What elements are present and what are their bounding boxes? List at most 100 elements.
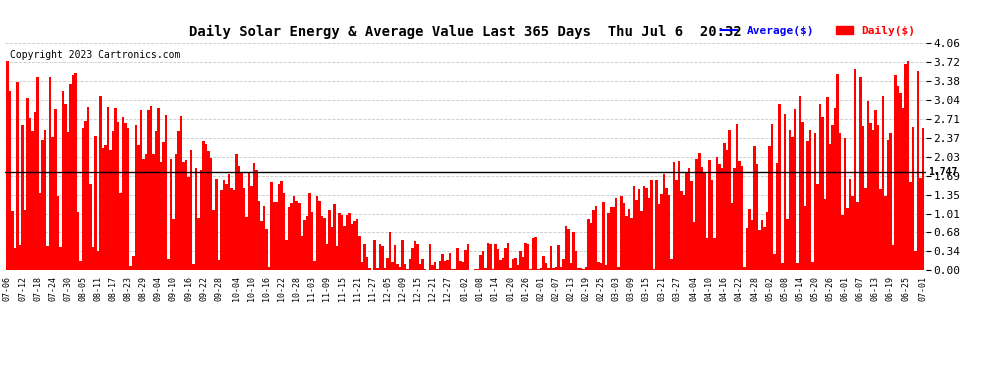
Bar bbox=[145, 154, 148, 270]
Bar bbox=[484, 268, 487, 270]
Bar bbox=[600, 263, 602, 270]
Bar bbox=[383, 268, 386, 270]
Bar bbox=[358, 237, 361, 270]
Bar bbox=[706, 238, 708, 270]
Bar bbox=[839, 133, 842, 270]
Bar bbox=[167, 260, 169, 270]
Bar bbox=[22, 124, 24, 270]
Bar bbox=[24, 210, 27, 270]
Bar bbox=[257, 201, 260, 270]
Bar bbox=[512, 259, 515, 270]
Bar bbox=[451, 268, 454, 270]
Bar bbox=[842, 215, 843, 270]
Bar bbox=[532, 238, 535, 270]
Bar bbox=[107, 107, 109, 270]
Bar bbox=[537, 268, 540, 270]
Bar bbox=[419, 264, 422, 270]
Bar bbox=[650, 180, 652, 270]
Bar bbox=[99, 96, 102, 270]
Bar bbox=[595, 206, 597, 270]
Bar bbox=[763, 227, 766, 270]
Bar bbox=[673, 162, 675, 270]
Bar bbox=[499, 260, 502, 270]
Bar bbox=[288, 207, 290, 270]
Bar bbox=[437, 269, 439, 270]
Bar bbox=[804, 206, 806, 270]
Bar bbox=[318, 201, 321, 270]
Bar bbox=[200, 170, 202, 270]
Bar bbox=[882, 96, 884, 270]
Bar bbox=[668, 195, 670, 270]
Bar bbox=[549, 246, 552, 270]
Bar bbox=[306, 216, 308, 270]
Bar bbox=[84, 121, 87, 270]
Bar bbox=[220, 190, 223, 270]
Bar bbox=[112, 131, 115, 270]
Bar bbox=[778, 104, 781, 270]
Bar bbox=[701, 166, 703, 270]
Bar bbox=[801, 122, 804, 270]
Bar bbox=[819, 104, 822, 270]
Bar bbox=[215, 179, 218, 270]
Bar bbox=[225, 184, 228, 270]
Bar bbox=[361, 262, 363, 270]
Bar bbox=[303, 220, 306, 270]
Bar bbox=[736, 124, 739, 270]
Bar bbox=[758, 230, 761, 270]
Bar bbox=[341, 215, 344, 270]
Bar bbox=[47, 246, 49, 270]
Bar bbox=[874, 110, 876, 270]
Bar bbox=[625, 216, 628, 270]
Bar bbox=[132, 256, 135, 270]
Bar bbox=[476, 269, 479, 270]
Bar bbox=[602, 202, 605, 270]
Bar bbox=[887, 140, 889, 270]
Bar bbox=[783, 114, 786, 270]
Bar bbox=[285, 240, 288, 270]
Bar bbox=[856, 202, 859, 270]
Bar bbox=[409, 259, 411, 270]
Bar bbox=[597, 262, 600, 270]
Bar bbox=[56, 195, 59, 270]
Bar bbox=[236, 154, 238, 270]
Bar bbox=[912, 127, 915, 270]
Bar bbox=[446, 260, 448, 270]
Bar bbox=[920, 178, 922, 270]
Bar bbox=[822, 117, 824, 270]
Bar bbox=[376, 268, 378, 270]
Bar bbox=[414, 242, 416, 270]
Bar bbox=[713, 237, 716, 270]
Bar bbox=[19, 245, 22, 270]
Bar bbox=[316, 196, 318, 270]
Bar bbox=[66, 132, 69, 270]
Bar bbox=[615, 198, 618, 270]
Bar bbox=[411, 248, 414, 270]
Bar bbox=[729, 130, 731, 270]
Bar bbox=[190, 150, 192, 270]
Bar bbox=[809, 130, 811, 270]
Bar bbox=[703, 173, 706, 270]
Bar bbox=[590, 224, 592, 270]
Bar bbox=[117, 122, 120, 270]
Bar bbox=[794, 109, 796, 270]
Bar bbox=[130, 266, 132, 270]
Bar bbox=[902, 108, 904, 270]
Text: 1.747: 1.747 bbox=[929, 167, 957, 177]
Bar bbox=[492, 269, 494, 270]
Bar bbox=[917, 71, 920, 270]
Bar bbox=[904, 64, 907, 270]
Bar bbox=[750, 220, 753, 270]
Bar bbox=[630, 217, 633, 270]
Bar bbox=[230, 188, 233, 270]
Bar bbox=[643, 186, 645, 270]
Bar bbox=[638, 189, 641, 270]
Bar bbox=[675, 180, 678, 270]
Bar bbox=[137, 145, 140, 270]
Bar bbox=[238, 166, 241, 270]
Bar bbox=[660, 194, 662, 270]
Bar bbox=[743, 267, 745, 270]
Bar bbox=[213, 210, 215, 270]
Bar bbox=[260, 221, 262, 270]
Bar bbox=[456, 248, 459, 270]
Bar bbox=[422, 260, 424, 270]
